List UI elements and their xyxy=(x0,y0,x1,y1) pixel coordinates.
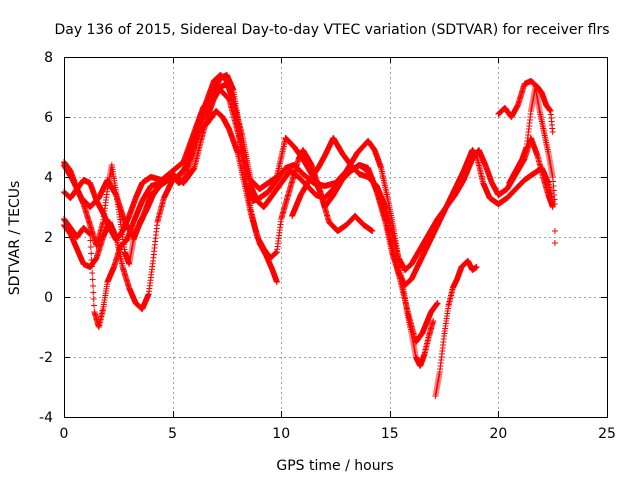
series-track-9 xyxy=(506,84,558,246)
axis-ticks: 0 5 10 15 20 25 -4 -2 0 2 4 6 8 xyxy=(39,50,616,442)
x-tick-label: 15 xyxy=(381,426,399,442)
x-tick-label: 20 xyxy=(489,426,507,442)
y-tick-label: 2 xyxy=(44,230,53,246)
series-track-8 xyxy=(495,78,556,135)
data-series xyxy=(61,72,558,399)
y-tick-label: 0 xyxy=(44,290,53,306)
y-tick-label: -2 xyxy=(39,350,53,366)
y-tick-label: -4 xyxy=(39,410,53,426)
series-track-2 xyxy=(61,81,437,369)
series-track-7 xyxy=(432,258,480,399)
y-tick-label: 8 xyxy=(44,50,53,66)
x-axis-label: GPS time / hours xyxy=(276,458,393,474)
series-markers xyxy=(495,78,556,135)
x-tick-label: 25 xyxy=(598,426,616,442)
x-tick-label: 10 xyxy=(272,426,290,442)
x-tick-label: 0 xyxy=(60,426,69,442)
y-tick-label: 6 xyxy=(44,110,53,126)
y-axis-label: SDTVAR / TECUs xyxy=(7,181,23,296)
series-markers xyxy=(506,84,558,246)
y-tick-label: 4 xyxy=(44,170,53,186)
series-markers xyxy=(432,258,480,399)
grid xyxy=(64,57,607,417)
series-markers xyxy=(61,81,437,369)
x-tick-label: 5 xyxy=(168,426,177,442)
chart-title: Day 136 of 2015, Sidereal Day-to-day VTE… xyxy=(54,22,609,38)
